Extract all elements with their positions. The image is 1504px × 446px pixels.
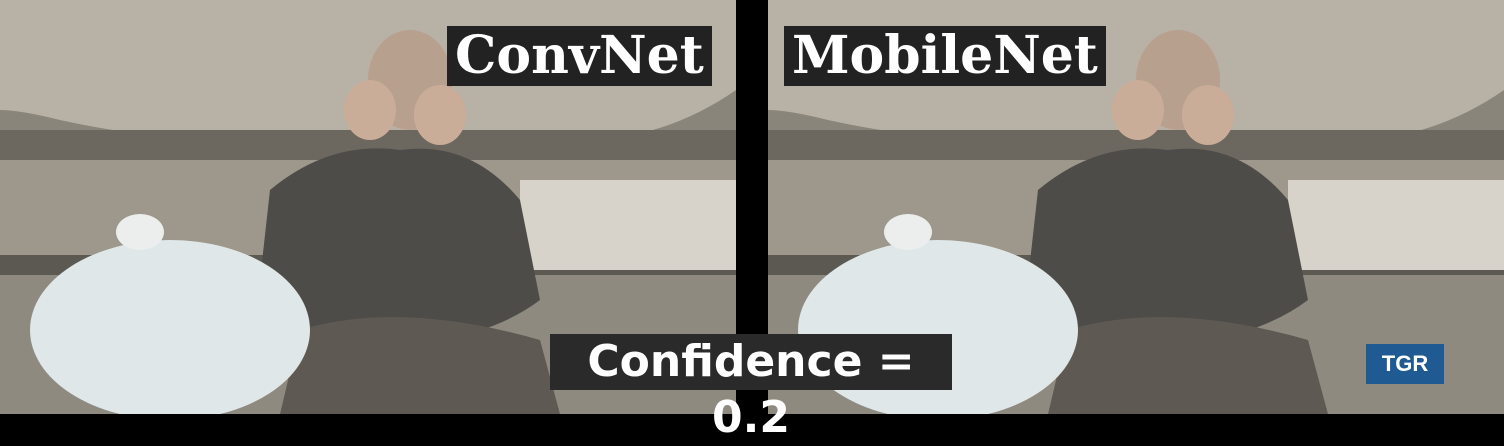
confidence-caption: Confidence = 0.2 (550, 334, 952, 443)
tgr-logo-text: TGR (1381, 351, 1429, 376)
right-video-frame: MobileNet (768, 0, 1504, 414)
model-label-convnet: ConvNet (447, 26, 712, 86)
tgr-logo: TGR (1366, 344, 1444, 384)
left-video-frame: ConvNet (0, 0, 736, 414)
model-label-mobilenet: MobileNet (784, 26, 1106, 86)
